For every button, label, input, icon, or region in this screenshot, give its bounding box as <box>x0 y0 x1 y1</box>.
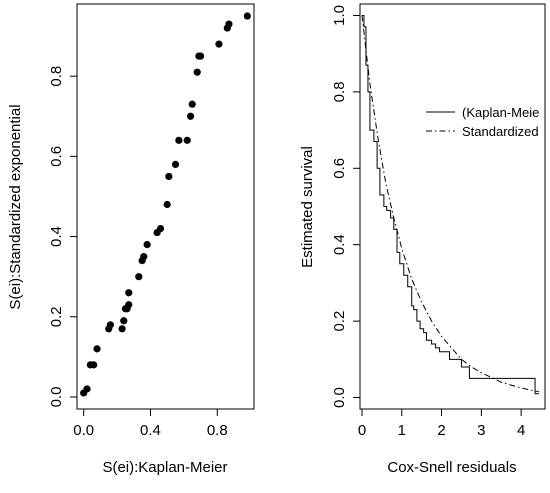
right-y-tick-label: 0.2 <box>331 311 348 332</box>
scatter-point <box>90 361 98 369</box>
left-data-points <box>80 12 251 397</box>
scatter-point <box>193 68 201 76</box>
right-y-tick-label: 0.4 <box>331 234 348 255</box>
right-y-tick-label: 1.0 <box>331 5 348 26</box>
left-x-axis-label: S(ei):Kaplan-Meier <box>102 459 227 476</box>
left-y-tick-label: 0.0 <box>48 387 65 408</box>
scatter-point <box>125 301 133 309</box>
left-panel-scatter: 0.0 0.4 0.8 0.0 0.2 0.4 0.6 0.8 S(ei):Kaplan-Me… <box>7 3 255 476</box>
right-x-tick-label: 1 <box>398 422 406 439</box>
legend: (Kaplan-Meie Standardized <box>426 105 539 139</box>
left-y-tick-label: 0.4 <box>48 226 65 247</box>
right-panel-survival: 0 1 2 3 4 0.0 0.2 0.4 0.6 0.8 1.0 Cox-Snell residu… <box>299 3 546 476</box>
scatter-point <box>143 240 151 249</box>
scatter-point <box>83 385 91 393</box>
right-axis-ticks: 0 1 2 3 4 0.0 0.2 0.4 0.6 0.8 1.0 <box>331 5 525 439</box>
scatter-point <box>125 289 133 297</box>
scatter-point <box>93 345 101 353</box>
scatter-point <box>135 273 143 281</box>
scatter-point <box>196 52 205 60</box>
right-x-tick-label: 3 <box>477 422 485 439</box>
scatter-point <box>163 200 171 209</box>
scatter-point <box>215 40 223 48</box>
scatter-point <box>225 20 233 28</box>
left-x-tick-label: 0.0 <box>73 422 94 439</box>
right-y-axis-label: Estimated survival <box>299 146 316 268</box>
right-x-tick-label: 4 <box>517 422 525 439</box>
series-line-kaplan-meier <box>361 14 540 395</box>
left-plot-frame <box>76 3 255 410</box>
left-x-tick-label: 0.8 <box>207 422 228 439</box>
series-line-standardized <box>361 15 540 393</box>
legend-label-kaplan-meier: (Kaplan-Meie <box>462 105 539 120</box>
left-y-tick-label: 0.2 <box>48 306 65 327</box>
right-y-tick-label: 0.8 <box>331 81 348 102</box>
right-x-tick-label: 2 <box>437 422 445 439</box>
right-x-axis-label: Cox-Snell residuals <box>387 459 516 476</box>
left-y-tick-label: 0.6 <box>48 146 65 167</box>
left-axis-ticks: 0.0 0.4 0.8 0.0 0.2 0.4 0.6 0.8 <box>48 66 228 439</box>
scatter-point <box>171 160 180 168</box>
scatter-point <box>188 100 196 108</box>
left-y-tick-label: 0.8 <box>48 66 65 87</box>
right-x-tick-label: 0 <box>358 422 366 439</box>
scatter-point <box>156 224 165 233</box>
legend-label-standardized: Standardized <box>462 124 539 139</box>
right-series-lines <box>361 14 540 395</box>
right-y-tick-label: 0.6 <box>331 158 348 179</box>
right-y-tick-label: 0.0 <box>331 387 348 408</box>
scatter-point <box>243 12 251 20</box>
scatter-point <box>120 317 128 325</box>
left-x-tick-label: 0.4 <box>140 422 161 439</box>
scatter-point <box>106 321 114 329</box>
scatter-point <box>183 136 191 144</box>
scatter-point <box>165 172 173 181</box>
right-plot-frame <box>359 3 546 410</box>
scatter-point <box>118 325 126 333</box>
left-y-axis-label: S(ei):Standardized exponential <box>7 104 24 309</box>
scatter-point <box>186 112 195 120</box>
scatter-point <box>140 253 148 261</box>
scatter-point <box>175 136 183 144</box>
